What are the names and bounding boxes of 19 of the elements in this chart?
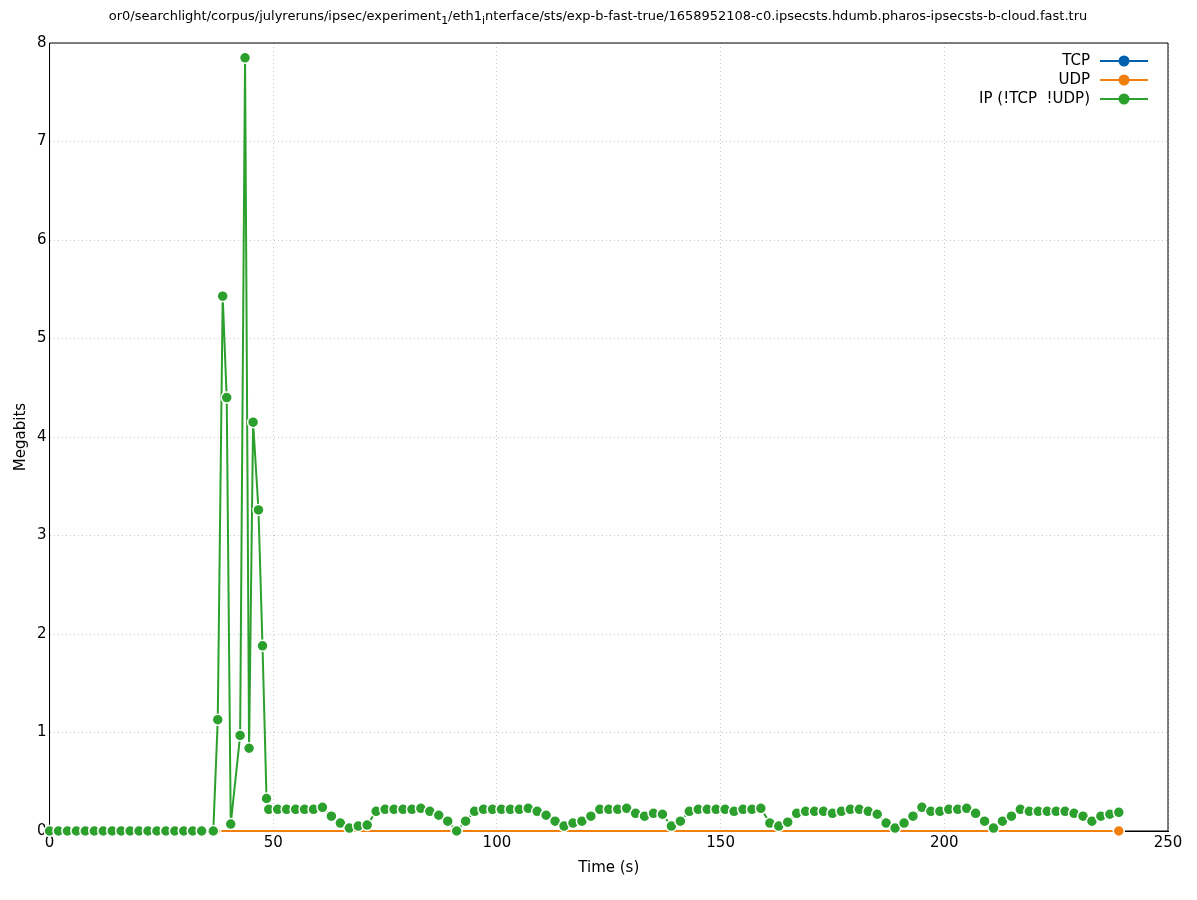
legend-label: IP (!TCP !UDP)	[979, 88, 1090, 107]
x-tick-label: 100	[482, 832, 512, 851]
y-tick-label: 3	[37, 524, 47, 543]
y-axis-title: Megabits	[10, 402, 29, 471]
x-axis-title: Time (s)	[577, 857, 640, 876]
x-tick-label: 50	[263, 832, 283, 851]
x-tick-label: 250	[1153, 832, 1183, 851]
y-tick-label: 1	[37, 721, 47, 740]
y-tick-label: 5	[37, 327, 47, 346]
y-tick-label: 2	[37, 623, 47, 642]
y-tick-label: 8	[37, 32, 47, 51]
legend-label: TCP	[1061, 50, 1090, 69]
x-tick-label: 150	[706, 832, 735, 851]
y-tick-label: 4	[37, 426, 47, 445]
chart-title: or0/searchlight/corpus/julyreruns/ipsec/experiment$_{1}$/eth1$_{i}$nterface/sts/exp-b-fast-true/1658952108-c0.ipsecsts.hdumb.pharos-ipsecsts-b-cloud.fast.tru	[107, 8, 1089, 27]
y-tick-label: 7	[37, 130, 47, 149]
legend-label: UDP	[1058, 69, 1090, 88]
x-tick-label: 200	[929, 832, 959, 851]
y-tick-label: 6	[37, 229, 47, 248]
